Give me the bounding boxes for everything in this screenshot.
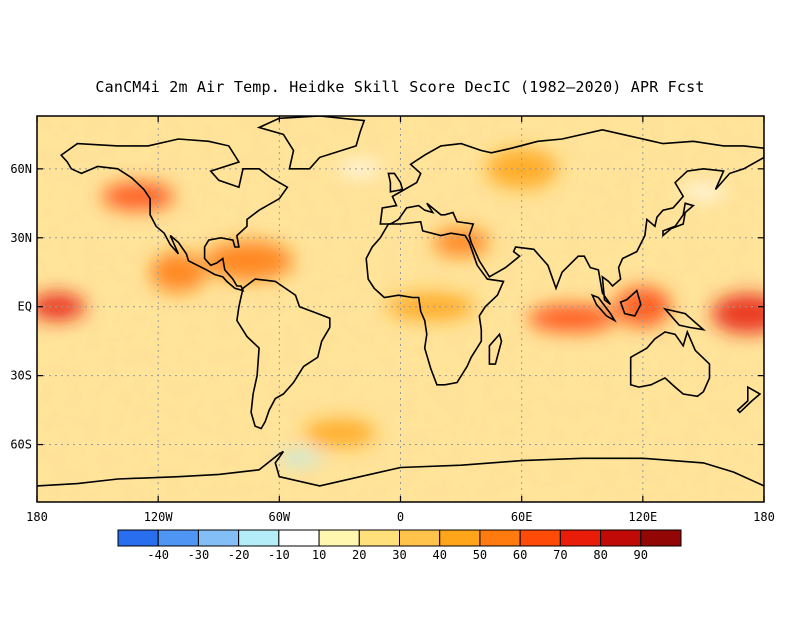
colorbar-label: 80 [593, 548, 607, 562]
coast-antarctica [37, 450, 764, 487]
colorbar-swatch [519, 529, 561, 547]
map-field [37, 116, 764, 502]
lat-tick-label: 30S [10, 369, 32, 383]
colorbar-label: 50 [473, 548, 487, 562]
colorbar-label: -40 [147, 548, 169, 562]
coast-japan [662, 202, 695, 238]
colorbar-label: -30 [188, 548, 210, 562]
coast-australia [629, 329, 711, 398]
axis-ticks: 60N 30N EQ 30S 60S 180 120W 60W 0 60E 120E 180 [10, 116, 775, 524]
coast-new-zealand [736, 385, 762, 414]
skill-region [485, 148, 558, 189]
coast-north-america [60, 138, 289, 292]
colorbar: -40 -30 -20 -10 10 20 30 40 50 60 70 80 90 [117, 529, 682, 562]
colorbar-label: 40 [432, 548, 446, 562]
lon-tick-label: 120W [144, 510, 174, 524]
lat-tick-label: EQ [18, 300, 32, 314]
coast-eurasia [379, 128, 764, 306]
colorbar-label: 70 [553, 548, 567, 562]
colorbar-swatch [640, 529, 682, 547]
colorbar-swatch [439, 529, 481, 547]
colorbar-swatch [238, 529, 280, 547]
skill-region [711, 293, 764, 334]
lat-tick-label: 60N [10, 162, 32, 176]
lat-tick-label: 30N [10, 231, 32, 245]
skill-region [528, 304, 617, 333]
colorbar-swatch [479, 529, 521, 547]
coast-sumatra [590, 293, 617, 323]
colorbar-label: 30 [392, 548, 406, 562]
lon-tick-label: 60W [268, 510, 290, 524]
skill-region [303, 419, 376, 448]
coast-madagascar [488, 332, 503, 365]
colorbar-swatch [278, 529, 320, 547]
low-skill-region [681, 185, 726, 198]
coast-new-guinea [662, 307, 707, 331]
skill-region [614, 286, 671, 327]
chart-title: CanCM4i 2m Air Temp. Heidke Skill Score … [95, 78, 705, 96]
lon-tick-label: 180 [26, 510, 48, 524]
skill-blobs [37, 148, 764, 465]
coastlines [37, 116, 764, 487]
colorbar-label: -20 [228, 548, 250, 562]
colorbar-swatch [117, 529, 159, 547]
coast-uk [387, 172, 404, 193]
skill-region [205, 240, 294, 281]
colorbar-label: 10 [312, 548, 326, 562]
colorbar-label: 20 [352, 548, 366, 562]
lat-tick-label: 60S [10, 438, 32, 452]
coast-africa [365, 220, 505, 386]
colorbar-swatch [157, 529, 199, 547]
colorbar-swatch [197, 529, 240, 547]
skill-region [386, 292, 475, 321]
coast-borneo [619, 289, 642, 317]
low-skill-region [277, 452, 322, 465]
lon-tick-label: 180 [753, 510, 775, 524]
colorbar-swatch [559, 529, 602, 547]
colorbar-swatch [358, 529, 400, 547]
colorbar-label: -10 [268, 548, 290, 562]
skill-region [101, 182, 174, 211]
lon-tick-label: 0 [397, 510, 404, 524]
colorbar-swatch [399, 529, 441, 547]
coast-greenland [256, 116, 366, 170]
coast-south-america [236, 278, 331, 430]
skill-region [433, 228, 490, 257]
lon-tick-label: 120E [628, 510, 657, 524]
colorbar-swatch [318, 529, 360, 547]
colorbar-label: 90 [634, 548, 648, 562]
skill-region [150, 252, 207, 293]
lon-tick-label: 60E [511, 510, 533, 524]
colorbar-label: 60 [513, 548, 527, 562]
low-skill-region [338, 162, 383, 175]
colorbar-swatch [600, 529, 642, 547]
